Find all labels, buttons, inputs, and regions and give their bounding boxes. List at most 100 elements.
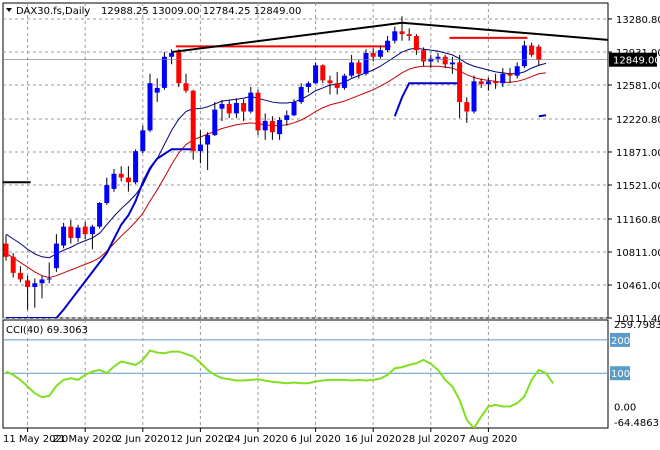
candle-body (147, 83, 153, 131)
axes: 13280.8012931.0012581.0012220.8011871.00… (3, 15, 660, 445)
y-tick-label: 11160.80 (616, 215, 660, 226)
y-tick-label: 13280.80 (616, 15, 660, 26)
cci-level-label: 200 (611, 336, 630, 347)
candle-body (118, 173, 124, 178)
x-tick-label: 7 Aug 2020 (460, 434, 518, 445)
candle-body (421, 50, 427, 62)
candle-body (233, 103, 239, 114)
last-price-label: 12849.00 (613, 56, 660, 67)
candle-body (449, 62, 455, 65)
candle-body (176, 52, 182, 84)
candle-body (529, 45, 535, 55)
price-plot (3, 16, 608, 318)
cci-indicator-label: CCI(40) 69.3063 (6, 325, 88, 336)
y-tick-label: 10111.40 (616, 314, 660, 325)
candle-body (277, 119, 283, 135)
candle-body (154, 87, 160, 93)
x-tick-label: 11 May 2020 (3, 434, 68, 445)
cci-y-tick-label: 259.7983 (614, 320, 660, 331)
candle-body (46, 278, 52, 280)
candle-body (457, 62, 463, 103)
candle-body (284, 115, 290, 120)
candle-body (356, 62, 362, 74)
candle-body (241, 103, 247, 112)
candle-body (10, 256, 16, 273)
candle-body (133, 151, 139, 183)
cci-level-tag (610, 332, 630, 347)
x-tick-label: 6 Jul 2020 (290, 434, 340, 445)
candle-body (305, 83, 311, 87)
candle-body (248, 92, 254, 112)
candle-body (363, 53, 369, 74)
cci-y-tick-label: -64.4863 (614, 418, 659, 429)
cci-level-label: 100 (611, 369, 630, 380)
candle-body (298, 86, 304, 103)
candle-body (183, 83, 189, 91)
candle-body (471, 81, 477, 112)
candle-body (514, 66, 520, 76)
x-tick-label: 16 Jul 2020 (345, 434, 402, 445)
symbol-dropdown-icon[interactable] (6, 8, 12, 12)
candle-body (262, 120, 268, 131)
candle-body (291, 102, 297, 116)
candle-body (3, 243, 9, 257)
candle-body (428, 58, 434, 62)
price-panel-frame (2, 2, 609, 319)
x-tick-label: 2 Jun 2020 (116, 434, 170, 445)
stop-line (6, 82, 547, 318)
candle-body (464, 102, 470, 112)
candle-body (17, 272, 23, 280)
symbol-label: DAX30.fs,Daily (16, 6, 90, 17)
ma-slow-line (5, 65, 547, 279)
x-tick-label: 24 Jun 2020 (228, 434, 288, 445)
candle-body (190, 90, 196, 152)
cci-level-tag (610, 366, 630, 381)
candle-body (269, 120, 275, 133)
candle-body (507, 73, 513, 76)
candle-body (97, 203, 103, 227)
candle-body (32, 283, 38, 287)
y-tick-label: 11871.00 (616, 148, 660, 159)
candle-body (140, 130, 146, 152)
candle-body (399, 31, 405, 35)
candle-body (341, 75, 347, 88)
grid (3, 3, 608, 428)
x-tick-label: 21 May 2020 (53, 434, 118, 445)
candle-body (478, 81, 484, 85)
candle-body (377, 50, 383, 57)
y-tick-label: 12220.80 (616, 115, 660, 126)
candle-body (413, 36, 419, 51)
candle-body (485, 81, 491, 85)
candle-body (500, 73, 506, 84)
candle-body (521, 45, 527, 67)
candle-body (161, 56, 167, 88)
candle-body (39, 279, 45, 284)
candle-body (493, 81, 499, 84)
candle-body (25, 280, 31, 287)
candle-body (89, 226, 95, 235)
last-price-tag (609, 52, 657, 67)
candle-body (53, 243, 59, 269)
candle-body (111, 173, 117, 189)
y-tick-label: 10461.00 (616, 281, 660, 292)
candle-body (82, 226, 88, 235)
y-tick-label: 12581.00 (616, 81, 660, 92)
candle-body (75, 227, 81, 238)
candle-body (385, 40, 391, 51)
cci-panel-frame (2, 319, 609, 429)
ma-fast-line (5, 47, 547, 259)
candle-body (125, 177, 131, 183)
candle-body (255, 92, 261, 131)
candle-body (104, 185, 110, 204)
candle-body (536, 46, 542, 60)
candle-body (435, 56, 441, 59)
candle-body (226, 103, 232, 114)
candle-body (61, 226, 67, 246)
candle-body (370, 53, 376, 57)
trend-line-extension (538, 33, 608, 41)
y-tick-label: 10811.00 (616, 248, 660, 259)
candle-body (68, 226, 74, 238)
candle-body (205, 135, 211, 145)
candle-body (219, 103, 225, 109)
